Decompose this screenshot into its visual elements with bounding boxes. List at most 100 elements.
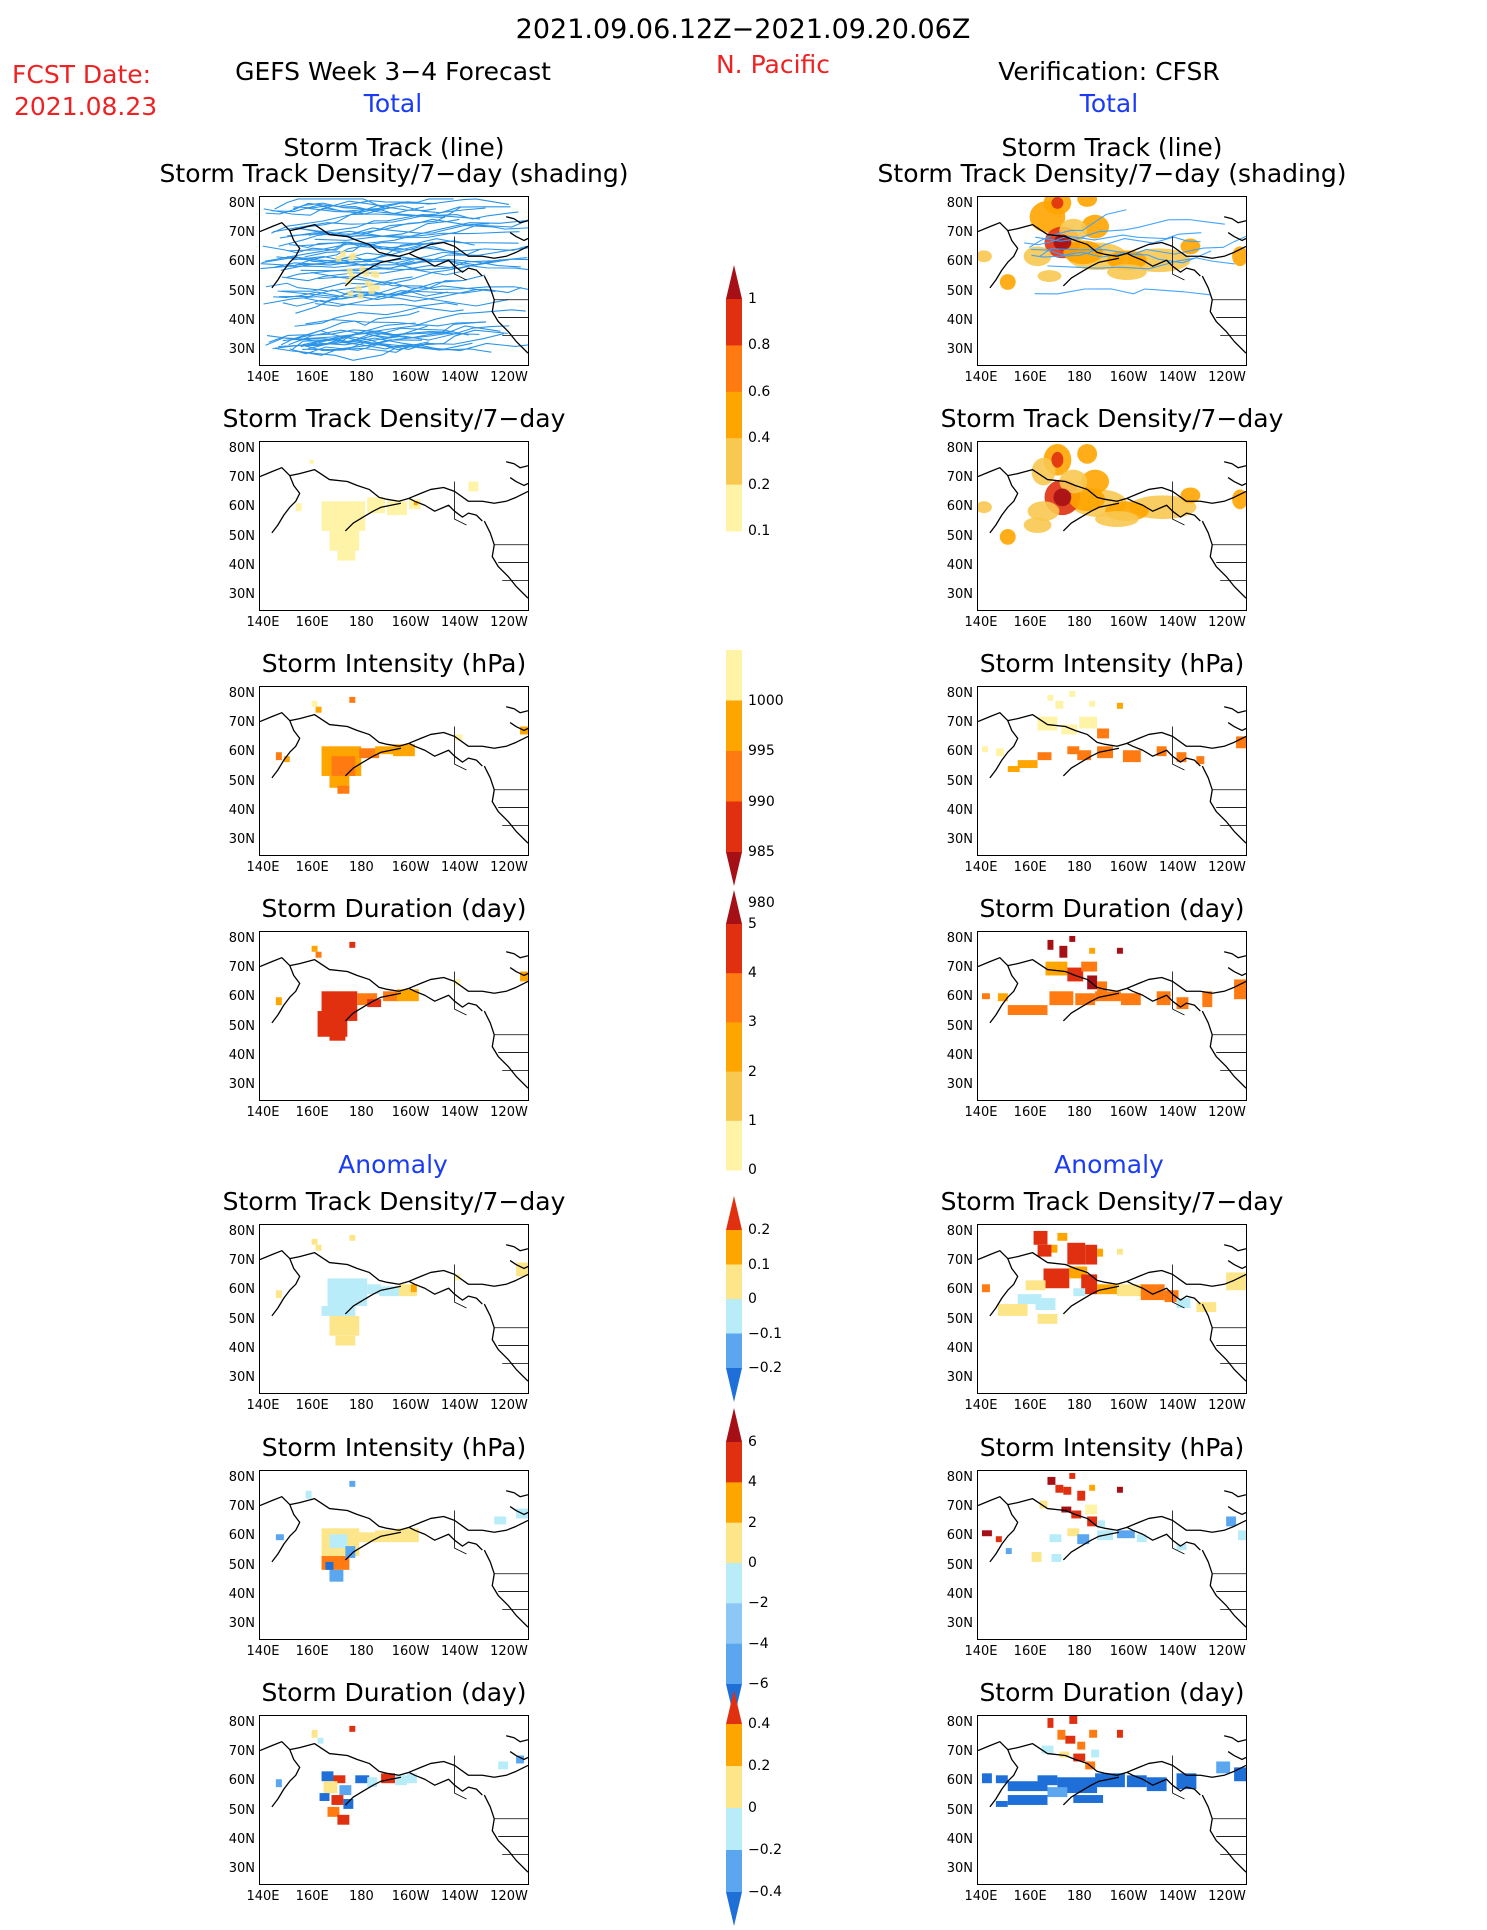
colorbar-swatch [726,299,742,346]
lat-tick-label: 50N [228,1018,255,1034]
grid-cell [1067,967,1084,982]
lon-tick-label: 140E [246,1644,280,1659]
grid-cell [387,501,407,516]
coastline [978,1735,1246,1873]
lon-tick-label: 160W [1109,1889,1148,1904]
fcst-date-value: 2021.08.23 [14,92,158,121]
track-line [305,309,526,326]
grid-cell [396,989,419,1002]
density-blob [1051,197,1064,209]
lon-tick-label: 160E [295,1644,329,1659]
lat-tick-label: 80N [946,686,973,701]
density-cell [355,285,362,292]
colorbar-swatch [726,1482,742,1524]
lat-tick-label: 50N [946,283,973,299]
grid-cell [329,1534,348,1549]
track-line [293,204,461,217]
colorbar-label: 0.2 [748,1758,771,1774]
grid-cell [375,746,394,755]
density-cell [345,278,352,285]
grid-cell [323,1781,338,1794]
lon-tick-label: 140E [964,615,998,630]
density-blob [978,250,992,263]
grid-cell [1146,1777,1167,1792]
grid-cell [309,459,314,464]
grid-cell [355,1775,370,1784]
grid-cell [1065,1735,1076,1744]
grid-cell [1005,1548,1012,1555]
map-canvas [978,687,1246,855]
lon-tick-label: 140E [964,1398,998,1413]
grid-cell [379,1286,399,1297]
lon-tick-label: 180 [1066,1644,1092,1659]
density-blob [999,274,1016,290]
colorbar-label: 1000 [748,692,784,709]
lat-tick-label: 70N [946,1253,973,1269]
lat-tick-label: 70N [946,225,973,241]
shaded-grid-cells [275,1234,528,1346]
shaded-grid-cells [981,1716,1246,1807]
grid-cell [275,1290,282,1299]
grid-cell [1037,1244,1052,1257]
grid-cell [1025,1280,1046,1291]
grid-cell [997,993,1008,1002]
track-line [265,198,454,215]
lat-tick-label: 80N [228,686,255,701]
grid-cell [1226,1516,1237,1527]
lon-tick-label: 160E [295,1889,329,1904]
track-line [285,258,528,279]
lat-tick-label: 40N [228,802,255,818]
grid-cell [367,1777,378,1788]
period-title: 2021.09.06.12Z−2021.09.20.06Z [515,14,971,45]
grid-cell [321,1306,356,1316]
grid-cell [1097,1248,1104,1257]
grid-cell [311,1729,318,1738]
map-panel-track-fcst [259,196,529,366]
lon-tick-label: 120W [1208,615,1246,630]
colorbar-arrow-top [726,1196,742,1230]
grid-cell [1061,724,1078,735]
grid-cell [1077,1741,1086,1750]
density-blob [1077,443,1098,464]
left-total-label: Total [363,89,423,118]
grid-cell [1057,1232,1068,1241]
map-panel-intensity-ver [977,686,1247,856]
track-line [303,285,496,303]
colorbar-label: 0.8 [748,337,771,354]
density-cell [349,273,356,280]
colorbar-swatch [726,1522,742,1564]
colorbar-duration [726,890,742,1174]
lon-tick-label: 160W [1109,615,1148,630]
grid-cell [1116,1248,1123,1255]
lon-tick-label: 140E [246,370,280,385]
political-borders [454,481,528,581]
panel-title: Storm Track (line) [1001,133,1223,162]
grid-cell [1069,935,1076,942]
track-line [272,211,519,233]
colorbar-label: 3 [748,1014,757,1031]
grid-cell [275,1779,282,1788]
map-canvas [978,1471,1246,1639]
track-line [260,240,475,267]
density-blob [1180,238,1201,255]
lon-tick-label: 160E [1013,1889,1047,1904]
lon-tick-label: 160E [1013,860,1047,875]
lat-tick-label: 30N [228,1370,255,1385]
grid-cell [1176,1773,1197,1790]
density-cell [373,284,380,291]
lat-tick-label: 80N [946,1224,973,1239]
lon-tick-label: 140E [246,1398,280,1413]
lat-tick-label: 80N [228,1224,255,1239]
grid-cell [1116,1486,1123,1493]
grid-cell [454,1274,461,1281]
map-panel-intensity-fcst [259,686,529,856]
colorbar-swatch [726,650,742,701]
shaded-grid-cells [275,1725,525,1825]
fcst-date-label: FCST Date: [12,60,152,89]
grid-cell [1073,1753,1086,1762]
map-panel-track-ver [977,196,1247,366]
colorbar-swatch [726,391,742,439]
lat-tick-label: 60N [228,1773,255,1789]
colorbar-label: −4 [748,1635,769,1652]
panel-title: Storm Intensity (hPa) [261,1433,527,1462]
